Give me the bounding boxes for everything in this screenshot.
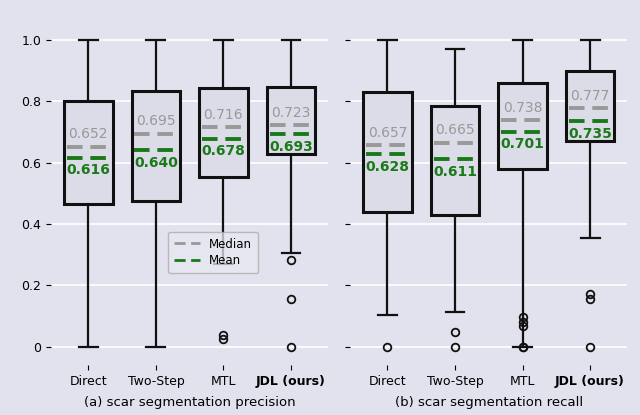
Bar <box>64 101 113 204</box>
Text: 0.716: 0.716 <box>204 107 243 122</box>
Text: 0.657: 0.657 <box>367 126 407 140</box>
Bar <box>566 71 614 141</box>
Text: 0.640: 0.640 <box>134 156 178 170</box>
Text: 0.777: 0.777 <box>570 89 610 103</box>
Text: 0.611: 0.611 <box>433 165 477 179</box>
Text: 0.701: 0.701 <box>500 137 545 151</box>
Bar <box>431 106 479 215</box>
Bar <box>132 90 180 201</box>
Text: 0.678: 0.678 <box>202 144 245 159</box>
Bar <box>199 88 248 176</box>
Text: 0.652: 0.652 <box>68 127 108 141</box>
Text: 0.735: 0.735 <box>568 127 612 141</box>
X-axis label: (b) scar segmentation recall: (b) scar segmentation recall <box>395 396 583 409</box>
Text: 0.723: 0.723 <box>271 105 310 120</box>
Bar <box>363 92 412 212</box>
Bar <box>267 87 316 154</box>
X-axis label: (a) scar segmentation precision: (a) scar segmentation precision <box>84 396 296 409</box>
Text: 0.665: 0.665 <box>435 123 475 137</box>
Text: 0.628: 0.628 <box>365 160 410 174</box>
Text: 0.616: 0.616 <box>67 164 110 177</box>
Text: 0.693: 0.693 <box>269 140 313 154</box>
Bar <box>498 83 547 169</box>
Text: 0.695: 0.695 <box>136 114 176 128</box>
Legend: Median, Mean: Median, Mean <box>168 232 258 273</box>
Text: 0.738: 0.738 <box>503 101 542 115</box>
